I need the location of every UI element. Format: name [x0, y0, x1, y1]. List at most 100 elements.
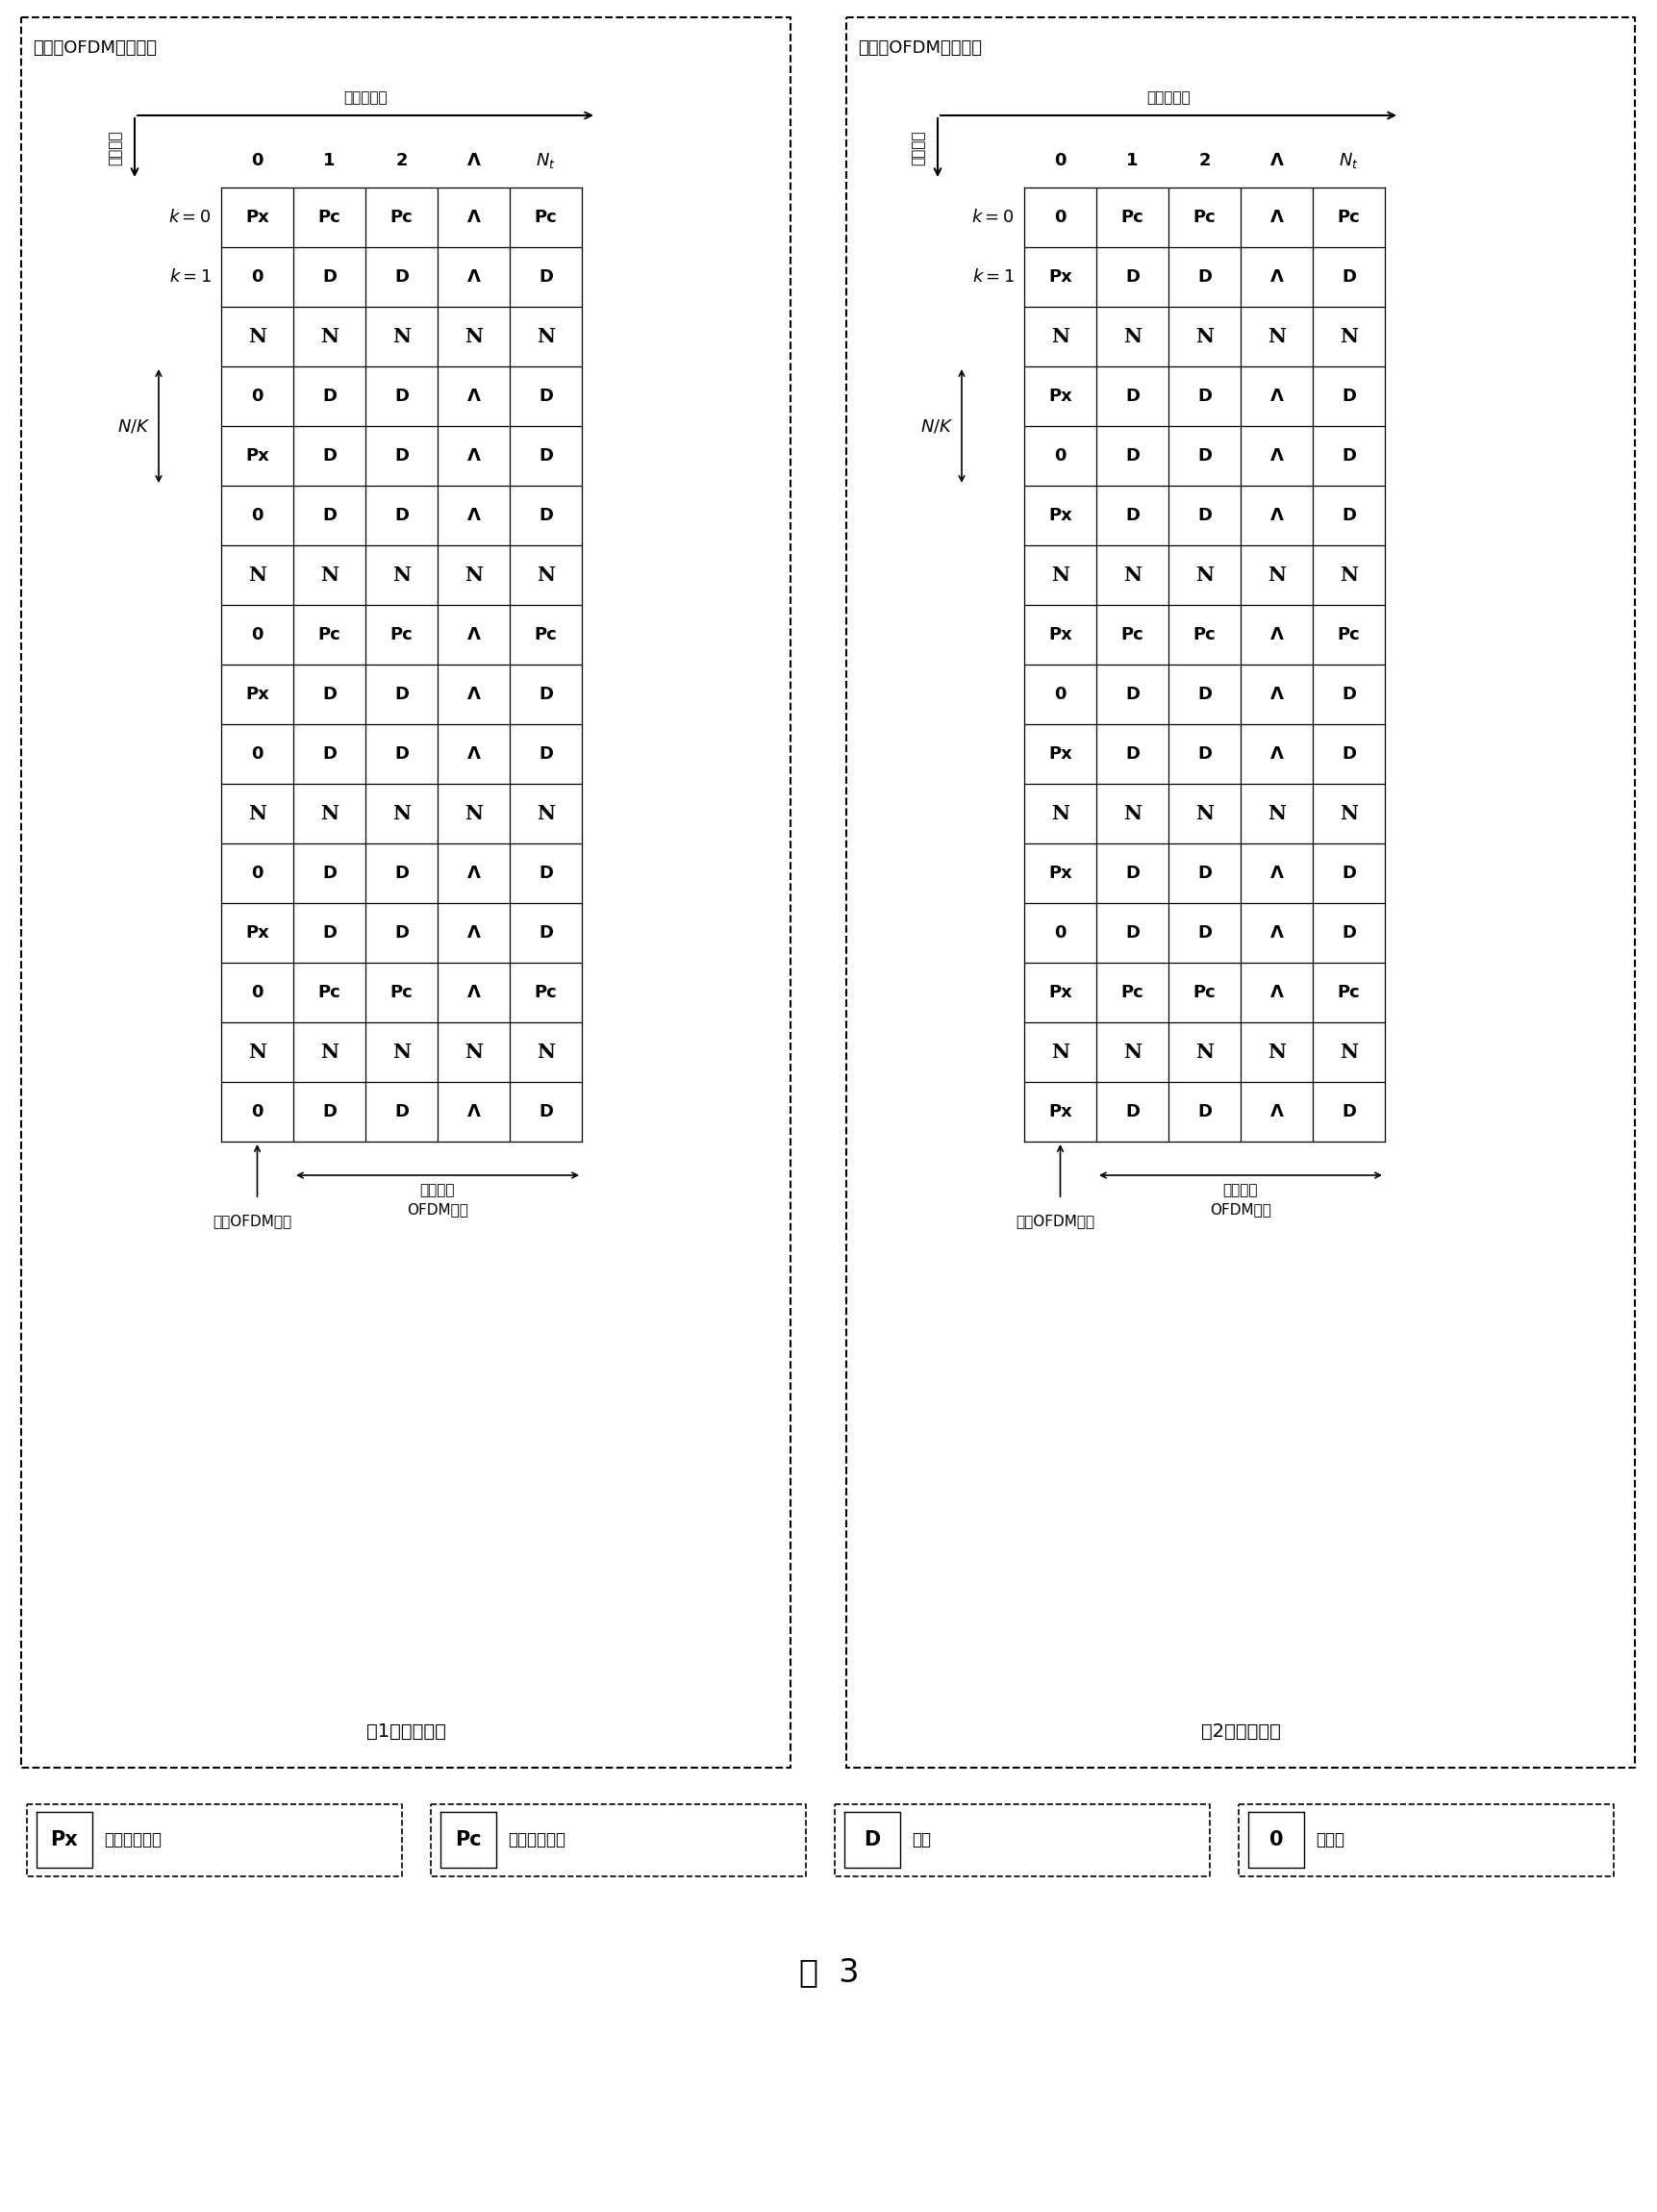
Text: D: D [1125, 1104, 1138, 1121]
Text: 0: 0 [1269, 1829, 1283, 1849]
Text: N: N [1122, 566, 1142, 584]
Text: Px: Px [51, 1829, 78, 1849]
Text: Px: Px [1047, 745, 1072, 763]
Text: N: N [1339, 803, 1357, 823]
Text: N: N [249, 566, 267, 584]
Text: $k=1$: $k=1$ [971, 268, 1014, 285]
Text: N: N [1195, 1042, 1213, 1062]
Text: 子载波号: 子载波号 [911, 131, 925, 166]
Text: Λ: Λ [1269, 153, 1283, 170]
Text: Λ: Λ [1269, 507, 1283, 524]
Text: D: D [394, 925, 409, 942]
Text: Px: Px [245, 447, 268, 465]
Text: D: D [1125, 507, 1138, 524]
Text: D: D [1125, 865, 1138, 883]
Text: N: N [320, 566, 338, 584]
Text: N: N [320, 327, 338, 347]
Text: Pc: Pc [1120, 984, 1143, 1002]
Text: 图  3: 图 3 [799, 1958, 858, 1989]
Text: 0: 0 [1054, 153, 1065, 170]
Text: $k=0$: $k=0$ [971, 208, 1014, 226]
Text: D: D [394, 387, 409, 405]
Text: Pc: Pc [534, 984, 557, 1002]
Text: N: N [1339, 1042, 1357, 1062]
Text: Px: Px [1047, 984, 1072, 1002]
Text: Λ: Λ [1269, 387, 1283, 405]
Text: D: D [321, 745, 336, 763]
Text: Λ: Λ [467, 268, 481, 285]
Text: 数据传输: 数据传输 [419, 1183, 456, 1197]
Text: Λ: Λ [467, 507, 481, 524]
Text: Λ: Λ [467, 925, 481, 942]
Text: D: D [1125, 268, 1138, 285]
Text: D: D [1125, 925, 1138, 942]
Text: Λ: Λ [467, 745, 481, 763]
Text: D: D [321, 507, 336, 524]
Text: D: D [394, 745, 409, 763]
Text: Λ: Λ [1269, 268, 1283, 285]
Text: N: N [537, 566, 555, 584]
Text: D: D [539, 1104, 553, 1121]
Text: D: D [1125, 745, 1138, 763]
Text: OFDM符号: OFDM符号 [1210, 1201, 1271, 1217]
Text: Pc: Pc [389, 984, 413, 1002]
Text: D: D [321, 686, 336, 703]
Text: 0: 0 [252, 626, 263, 644]
Text: 子载波号: 子载波号 [108, 131, 123, 166]
Text: Λ: Λ [1269, 984, 1283, 1002]
Text: N: N [464, 327, 482, 347]
Text: D: D [1341, 387, 1355, 405]
Text: Pc: Pc [1193, 626, 1215, 644]
Text: D: D [321, 925, 336, 942]
Text: D: D [1341, 268, 1355, 285]
Text: D: D [1341, 865, 1355, 883]
Text: N: N [1051, 803, 1069, 823]
Text: D: D [539, 925, 553, 942]
Text: Λ: Λ [467, 153, 481, 170]
Text: 时间符号号: 时间符号号 [1147, 91, 1190, 106]
Text: 数据传输: 数据传输 [1223, 1183, 1258, 1197]
Text: $k=0$: $k=0$ [169, 208, 212, 226]
Text: Pc: Pc [1120, 626, 1143, 644]
Text: D: D [394, 865, 409, 883]
Text: Pc: Pc [534, 208, 557, 226]
Text: 0: 0 [252, 387, 263, 405]
Text: D: D [1196, 447, 1211, 465]
Text: N: N [537, 803, 555, 823]
Text: Px: Px [1047, 387, 1072, 405]
Text: 0: 0 [252, 984, 263, 1002]
Text: N: N [249, 327, 267, 347]
Text: Λ: Λ [1269, 745, 1283, 763]
Text: OFDM符号: OFDM符号 [406, 1201, 467, 1217]
Text: 0: 0 [1054, 208, 1065, 226]
Text: 训练OFDM符号: 训练OFDM符号 [1016, 1214, 1094, 1228]
Text: D: D [1341, 745, 1355, 763]
Text: Pc: Pc [318, 626, 341, 644]
Text: Λ: Λ [467, 208, 481, 226]
Text: Pc: Pc [1120, 208, 1143, 226]
Text: 一帧的OFDM符号排列: 一帧的OFDM符号排列 [857, 40, 981, 58]
Text: 第2个发送天线: 第2个发送天线 [1200, 1721, 1279, 1741]
Text: Λ: Λ [1269, 447, 1283, 465]
Text: D: D [321, 865, 336, 883]
Text: Pc: Pc [389, 208, 413, 226]
Text: D: D [1341, 925, 1355, 942]
Text: 训练OFDM符号: 训练OFDM符号 [212, 1214, 292, 1228]
Text: N: N [464, 1042, 482, 1062]
Text: Pc: Pc [1337, 984, 1359, 1002]
Text: 1: 1 [1125, 153, 1138, 170]
Text: 一帧的OFDM符号排列: 一帧的OFDM符号排列 [33, 40, 157, 58]
Text: N: N [320, 803, 338, 823]
Text: 0: 0 [1054, 686, 1065, 703]
Text: $N/K$: $N/K$ [920, 418, 953, 436]
Text: 0: 0 [252, 865, 263, 883]
Text: N: N [1339, 327, 1357, 347]
Text: Px: Px [1047, 626, 1072, 644]
Text: $k=1$: $k=1$ [169, 268, 212, 285]
Text: D: D [394, 686, 409, 703]
Text: Pc: Pc [1193, 208, 1215, 226]
Text: Px: Px [245, 925, 268, 942]
Text: N: N [1122, 1042, 1142, 1062]
Text: N: N [464, 803, 482, 823]
Text: N: N [393, 566, 411, 584]
